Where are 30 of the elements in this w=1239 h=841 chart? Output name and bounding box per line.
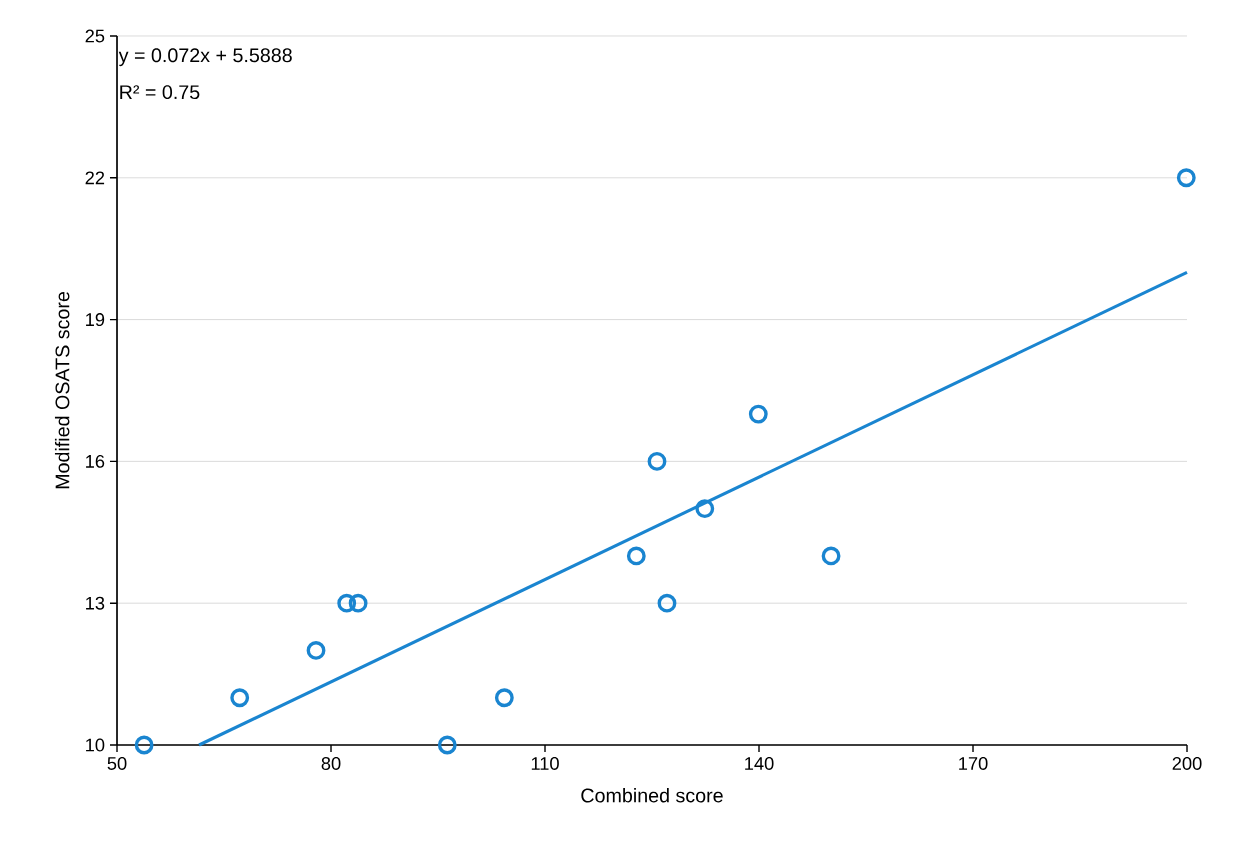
- point: [695, 499, 715, 519]
- x-tick-label: 50: [107, 756, 127, 770]
- y-axis-title: Modified OSATS score: [54, 292, 70, 489]
- point: [230, 688, 250, 708]
- point: [437, 735, 457, 755]
- y-tick-label: 22: [85, 171, 105, 185]
- x-axis-title: Combined score: [581, 788, 723, 803]
- point: [348, 593, 368, 613]
- y-tick-label: 19: [86, 313, 105, 327]
- point: [647, 451, 667, 471]
- x-tick-label: 80: [321, 756, 341, 770]
- point: [134, 735, 154, 755]
- x-tick-label: 140: [745, 756, 774, 770]
- y-tick-label: 13: [86, 596, 105, 610]
- y-tick-label: 25: [85, 29, 105, 43]
- point: [626, 546, 646, 566]
- annotation: R² = 0.75: [120, 85, 200, 100]
- annotation: y = 0.072x + 5.5888: [118, 48, 292, 67]
- y-tick-label: 16: [86, 454, 105, 468]
- point: [306, 641, 326, 660]
- x-tick-label: 110: [531, 756, 559, 770]
- point: [821, 546, 841, 566]
- x-tick-label: 200: [1172, 756, 1202, 770]
- point: [657, 593, 677, 613]
- point: [337, 593, 357, 613]
- y-tick-label: 10: [86, 738, 105, 752]
- point: [748, 404, 768, 424]
- point: [494, 688, 514, 708]
- x-tick-label: 170: [959, 756, 988, 770]
- point: [1176, 168, 1196, 188]
